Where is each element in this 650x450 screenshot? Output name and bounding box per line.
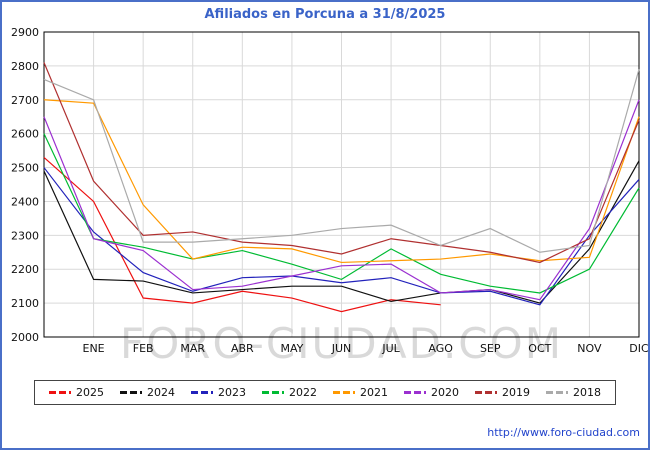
series-line-2023 [43, 167, 640, 306]
legend-line-marker [475, 391, 497, 394]
legend-item-2025: 2025 [49, 386, 104, 399]
legend-line-marker [262, 391, 284, 394]
series-line-2018 [43, 69, 640, 253]
month-label: MAY [280, 342, 303, 355]
series-line-2025 [43, 156, 441, 313]
y-axis-label: 2600 [11, 128, 39, 141]
y-axis-label: 2400 [11, 195, 39, 208]
legend-item-2021: 2021 [333, 386, 388, 399]
legend-label: 2019 [502, 386, 530, 399]
month-label: DIC [629, 342, 649, 355]
chart-title: Afiliados en Porcuna a 31/8/2025 [204, 7, 446, 22]
series-line-2024 [43, 160, 640, 304]
legend-item-2018: 2018 [546, 386, 601, 399]
plot-border [43, 31, 640, 338]
month-label: NOV [577, 342, 602, 355]
month-label: SEP [480, 342, 501, 355]
month-label: OCT [528, 342, 551, 355]
series-line-2020 [43, 99, 640, 301]
legend-line-marker [404, 391, 426, 394]
series-line-2019 [43, 62, 640, 264]
y-axis-label: 2900 [11, 26, 39, 39]
legend-item-2022: 2022 [262, 386, 317, 399]
legend-label: 2020 [431, 386, 459, 399]
month-label: JUL [381, 342, 400, 355]
series-line-2022 [43, 133, 640, 294]
month-label: AGO [428, 342, 453, 355]
month-label: MAR [180, 342, 205, 355]
line-chart: FORO-CIUDAD.COM 2000 2100 2200 2300 2400 2500 2… [11, 26, 649, 364]
y-axis-label: 2300 [11, 229, 39, 242]
legend-label: 2023 [218, 386, 246, 399]
chart-legend: 2025 2024 2023 2022 2021 2020 2019 2018 [34, 380, 616, 405]
footer-url-link[interactable]: http://www.foro-ciudad.com [487, 426, 640, 439]
legend-label: 2025 [76, 386, 104, 399]
legend-label: 2018 [573, 386, 601, 399]
legend-line-marker [191, 391, 213, 394]
legend-item-2024: 2024 [120, 386, 175, 399]
y-axis-label: 2700 [11, 94, 39, 107]
series-line-2021 [43, 99, 640, 264]
y-axis-label: 2200 [11, 263, 39, 276]
watermark-text: FORO-CIUDAD.COM [120, 319, 563, 364]
legend-label: 2021 [360, 386, 388, 399]
legend-line-marker [120, 391, 142, 394]
legend-item-2023: 2023 [191, 386, 246, 399]
y-axis-label: 2100 [11, 297, 39, 310]
month-label: FEB [133, 342, 154, 355]
legend-label: 2022 [289, 386, 317, 399]
month-label: JUN [331, 342, 352, 355]
y-axis-label: 2800 [11, 60, 39, 73]
y-axis-label: 2500 [11, 162, 39, 175]
legend-item-2020: 2020 [404, 386, 459, 399]
legend-item-2019: 2019 [475, 386, 530, 399]
y-axis-label: 2000 [11, 331, 39, 344]
month-label: ABR [231, 342, 254, 355]
legend-line-marker [546, 391, 568, 394]
legend-line-marker [333, 391, 355, 394]
legend-line-marker [49, 391, 71, 394]
legend-label: 2024 [147, 386, 175, 399]
month-label: ENE [83, 342, 105, 355]
